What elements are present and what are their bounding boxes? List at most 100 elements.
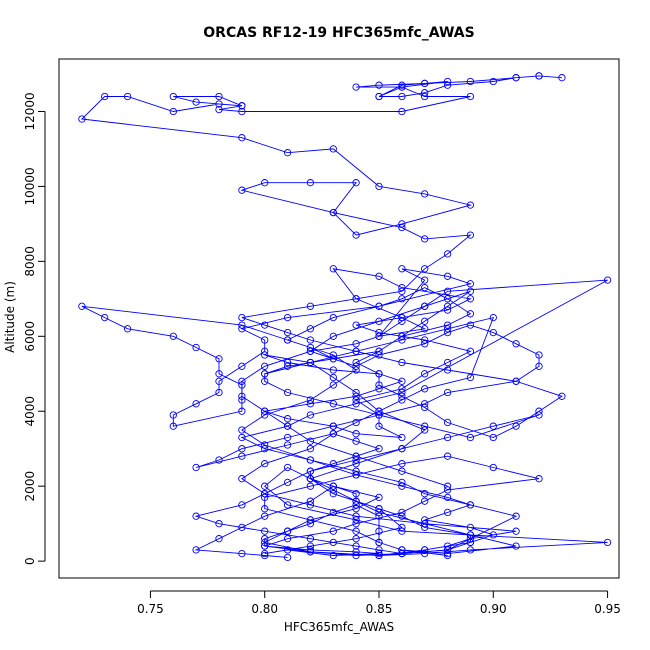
data-point [306,343,315,352]
data-point [329,490,337,498]
data-point [443,546,452,554]
data-point [443,306,452,314]
data-point [238,426,246,434]
x-axis-label: HFC365mfc_AWAS [284,620,394,634]
data-point [375,527,383,535]
data-point [421,520,429,528]
y-tick-label: 4000 [23,396,37,427]
data-point [535,407,543,415]
data-point [352,551,360,560]
data-point [398,220,406,228]
data-point [329,313,337,322]
data-point [375,328,383,337]
data-point [466,92,475,101]
data-point [306,400,315,408]
data-point [352,471,360,479]
data-point [535,351,543,359]
data-point [192,400,200,408]
data-point [443,325,452,333]
data-point [306,396,315,404]
data-point [398,265,406,273]
data-point [398,332,406,340]
data-point [261,351,269,359]
y-axis-label: Altitude (m) [3,281,17,353]
data-point [352,501,360,509]
data-point [375,422,383,430]
data-point [421,317,429,325]
data-point [329,355,337,363]
data-point [421,422,429,430]
data-point [169,92,177,101]
data-point [261,347,269,355]
data-point [192,98,200,106]
data-point [421,340,429,348]
data-point [375,332,383,340]
series-layer [78,72,612,562]
data-point [306,535,315,543]
data-point [238,102,246,110]
data-point [283,463,292,472]
data-point [603,538,612,547]
data-point [329,400,337,408]
data-point [398,478,406,487]
y-tick-label: 6000 [23,321,37,352]
data-point [215,105,223,114]
data-point [329,265,337,273]
data-point [443,328,452,337]
data-point [421,403,429,412]
data-point [352,400,360,408]
data-point [352,362,360,370]
x-axis: 0.75 0.80 0.85 0.90 0.95 [137,590,621,616]
data-point [261,460,269,468]
data-point [489,463,497,472]
data-point [398,92,406,101]
data-point [512,377,520,385]
data-point [306,358,315,367]
data-point [352,490,360,498]
data-point [261,542,269,550]
data-point [306,336,315,344]
data-point [283,501,292,509]
data-point [466,531,475,539]
y-tick-label: 12000 [23,92,37,130]
data-point [215,377,223,385]
data-point [329,373,337,382]
data-point [512,512,520,520]
data-point [375,411,383,419]
data-point [283,336,292,344]
data-point [306,467,315,475]
data-point [352,548,360,556]
data-point [535,411,543,419]
data-point [329,145,337,153]
data-point [352,512,360,520]
data-point [283,478,292,487]
y-tick-label: 10000 [23,167,37,205]
data-point [306,411,315,419]
data-point [169,107,177,116]
data-point [283,546,292,554]
data-point [398,336,406,344]
x-tick-label: 0.95 [594,602,621,616]
data-point [443,551,452,560]
data-point [398,482,406,490]
data-point [375,347,383,355]
y-axis: 0 2000 4000 6000 8000 10000 12000 [23,92,46,565]
data-point [443,418,452,427]
data-point [512,542,520,550]
data-point [261,377,269,385]
data-point [306,482,315,490]
data-point [283,415,292,423]
data-point [466,201,475,209]
data-point [352,497,360,505]
data-point [512,74,520,82]
data-point [352,430,360,438]
data-point [535,72,543,80]
data-point [261,512,269,520]
data-point [398,83,406,91]
data-point [352,542,360,550]
data-point [421,276,429,284]
data-point [352,347,360,355]
data-point [489,422,497,430]
data-point [352,460,360,468]
